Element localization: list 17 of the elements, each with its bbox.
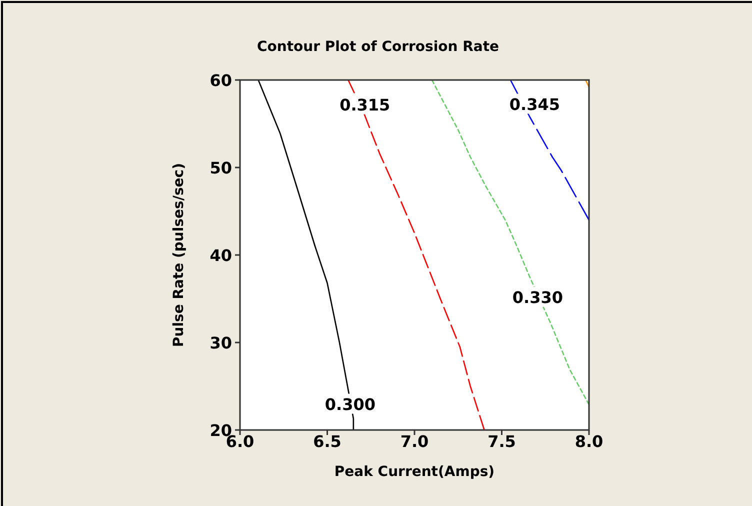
x-tick-label: 6.5 <box>313 432 342 451</box>
x-tick-label: 7.5 <box>488 432 516 451</box>
y-axis-title: Pulse Rate (pulses/sec) <box>171 162 187 348</box>
line-series <box>431 80 589 406</box>
series-label: 0.300 <box>324 394 376 414</box>
y-tick-label: 40 <box>210 246 232 265</box>
line-series <box>510 80 589 221</box>
x-tick-label: 7.0 <box>400 432 429 451</box>
series-label: 0.330 <box>512 288 563 307</box>
series-label: 0.345 <box>509 94 560 114</box>
x-tick-label: 8.0 <box>574 432 604 451</box>
y-tick-label: 60 <box>210 71 232 90</box>
series-label: 0.315 <box>340 95 390 114</box>
x-axis-title: Peak Current(Amps) <box>334 464 495 480</box>
y-tick-label: 50 <box>210 158 232 178</box>
y-tick-label: 30 <box>210 334 232 352</box>
chart-title: Contour Plot of Corrosion Rate <box>256 39 500 55</box>
